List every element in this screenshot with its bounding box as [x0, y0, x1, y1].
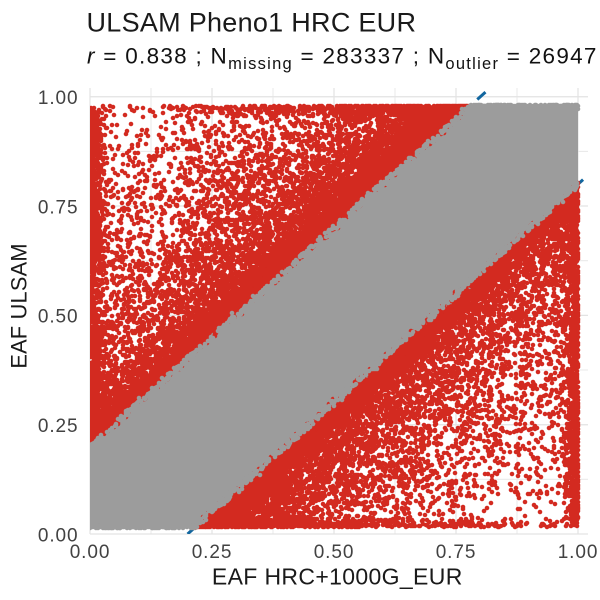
- svg-text:0.25: 0.25: [38, 416, 79, 437]
- svg-text:0.75: 0.75: [436, 542, 477, 563]
- svg-text:r = 0.838 ; Nmissing = 283337: r = 0.838 ; Nmissing = 283337 ; Noutlier…: [87, 44, 598, 73]
- svg-text:0.50: 0.50: [38, 307, 79, 328]
- svg-text:0.00: 0.00: [38, 525, 79, 546]
- svg-text:0.50: 0.50: [314, 542, 355, 563]
- svg-text:EAF HRC+1000G_EUR: EAF HRC+1000G_EUR: [212, 564, 463, 590]
- svg-text:1.00: 1.00: [38, 88, 79, 109]
- svg-text:0.75: 0.75: [38, 197, 79, 218]
- svg-text:0.00: 0.00: [70, 542, 111, 563]
- svg-text:ULSAM Pheno1 HRC EUR: ULSAM Pheno1 HRC EUR: [87, 8, 417, 38]
- svg-text:0.25: 0.25: [192, 542, 233, 563]
- svg-text:EAF ULSAM: EAF ULSAM: [7, 243, 32, 368]
- svg-text:1.00: 1.00: [558, 542, 599, 563]
